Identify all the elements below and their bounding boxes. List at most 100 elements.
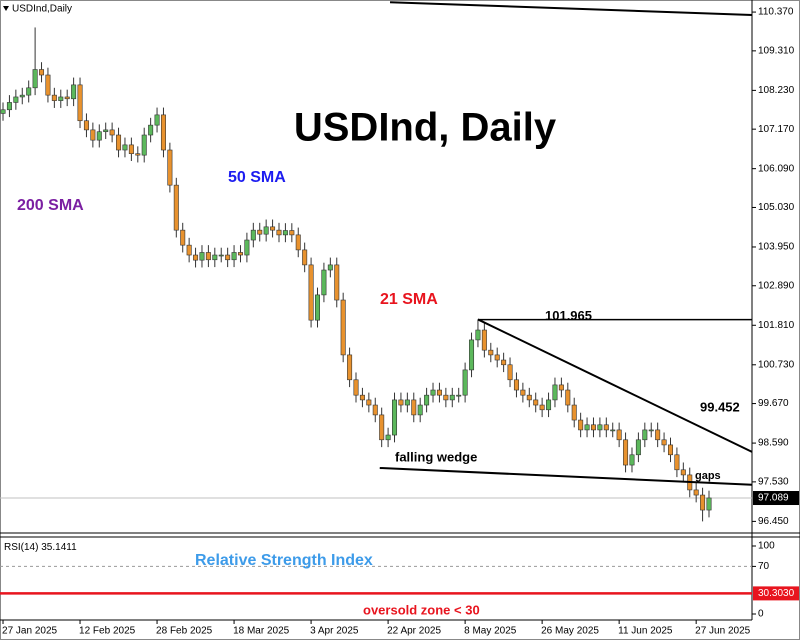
candle-body [302, 249, 308, 266]
candle-body [366, 399, 372, 406]
candle-body [648, 429, 654, 432]
candle-body [26, 87, 32, 96]
y-tick-label: 102.890 [758, 280, 795, 291]
candle-body [45, 74, 51, 96]
x-tick-label: 8 May 2025 [464, 626, 517, 637]
candle-body [623, 439, 629, 466]
last-price-label: 97.089 [758, 493, 789, 504]
level-label: 101.965 [545, 308, 592, 323]
y-tick-label: 97.530 [758, 477, 789, 488]
candle-body [39, 69, 45, 76]
candle-body [148, 124, 154, 136]
candle-body [334, 264, 340, 301]
candle-body [494, 354, 500, 361]
candle-body [109, 129, 115, 136]
y-tick-label: 109.310 [758, 45, 795, 56]
sma21-label: 21 SMA [380, 291, 438, 308]
candle-body [64, 96, 70, 100]
candle-body [308, 264, 314, 321]
trendline [379, 466, 753, 486]
candle-body [186, 244, 192, 256]
candle-body [327, 264, 333, 271]
candle-body [90, 129, 96, 141]
x-tick-label: 27 Jun 2025 [695, 626, 750, 637]
candle-body [96, 131, 102, 141]
rsi-name: RSI(14) [4, 542, 38, 553]
candle-body [231, 252, 237, 261]
trendline [477, 318, 753, 453]
candle-body [282, 230, 288, 236]
candle-body [546, 399, 552, 411]
candle-body [520, 389, 526, 396]
candle-body [700, 494, 706, 511]
x-tick-label: 26 May 2025 [541, 626, 599, 637]
chart-title: USDInd, Daily [294, 106, 557, 150]
candle-body [667, 444, 673, 456]
candle-body [533, 399, 539, 406]
y-tick-label: 70 [758, 561, 770, 572]
candle-body [6, 102, 12, 111]
candle-body [507, 364, 513, 381]
candle-body [103, 129, 109, 133]
y-tick-label: 100.730 [758, 359, 795, 370]
symbol-menu-icon [3, 6, 9, 11]
rsi-title: Relative Strength Index [195, 552, 373, 569]
candle-body [205, 252, 211, 261]
candle-body [552, 384, 558, 401]
y-tick-label: 105.030 [758, 202, 795, 213]
y-tick-label: 96.450 [758, 516, 789, 527]
candle-body [597, 424, 603, 431]
candle-body [488, 349, 494, 356]
candle-body [513, 379, 519, 391]
trendline [389, 1, 753, 17]
y-tick-label: 101.810 [758, 320, 795, 331]
y-tick-label: 103.950 [758, 242, 795, 253]
x-tick-label: 18 Mar 2025 [233, 626, 290, 637]
candle-body [321, 269, 327, 296]
candle-body [116, 134, 122, 151]
candle-body [51, 94, 57, 101]
level-label: 30.3030 [758, 588, 795, 599]
candle-body [674, 454, 680, 471]
candle-body [436, 389, 442, 396]
candle-body [379, 414, 385, 441]
x-tick-label: 3 Apr 2025 [310, 626, 359, 637]
candle-body [0, 109, 6, 114]
candle-body [141, 134, 147, 156]
candle-body [13, 96, 19, 103]
candle-body [160, 114, 166, 151]
candle-body [430, 389, 436, 396]
candle-body [680, 469, 686, 476]
candle-body [635, 439, 641, 456]
wedge-label: falling wedge [395, 449, 477, 464]
candle-body [629, 454, 635, 466]
candle-body [642, 429, 648, 441]
candle-body [58, 96, 64, 101]
candle-body [19, 94, 25, 98]
candle-body [404, 399, 410, 406]
candle-body [83, 120, 89, 131]
candle-body [661, 439, 667, 446]
candle-body [411, 399, 417, 416]
gaps-label: gaps [695, 470, 721, 482]
candle-body [77, 84, 83, 122]
candle-body [225, 254, 231, 261]
candle-body [501, 359, 507, 366]
candle-body [590, 424, 596, 431]
y-tick-label: 100 [758, 541, 775, 552]
y-tick-label: 107.170 [758, 124, 795, 135]
y-tick-label: 99.670 [758, 398, 789, 409]
candle-body [250, 229, 256, 241]
candle-body [385, 434, 391, 441]
candle-body [257, 229, 263, 235]
candle-body [244, 239, 250, 256]
level-box [753, 586, 799, 601]
y-tick-label: 108.230 [758, 85, 795, 96]
candle-body [392, 399, 398, 436]
candle-body [212, 254, 218, 261]
candle-body [571, 404, 577, 421]
candle-body [456, 394, 462, 397]
candle-body [154, 114, 160, 126]
x-tick-label: 28 Feb 2025 [156, 626, 213, 637]
